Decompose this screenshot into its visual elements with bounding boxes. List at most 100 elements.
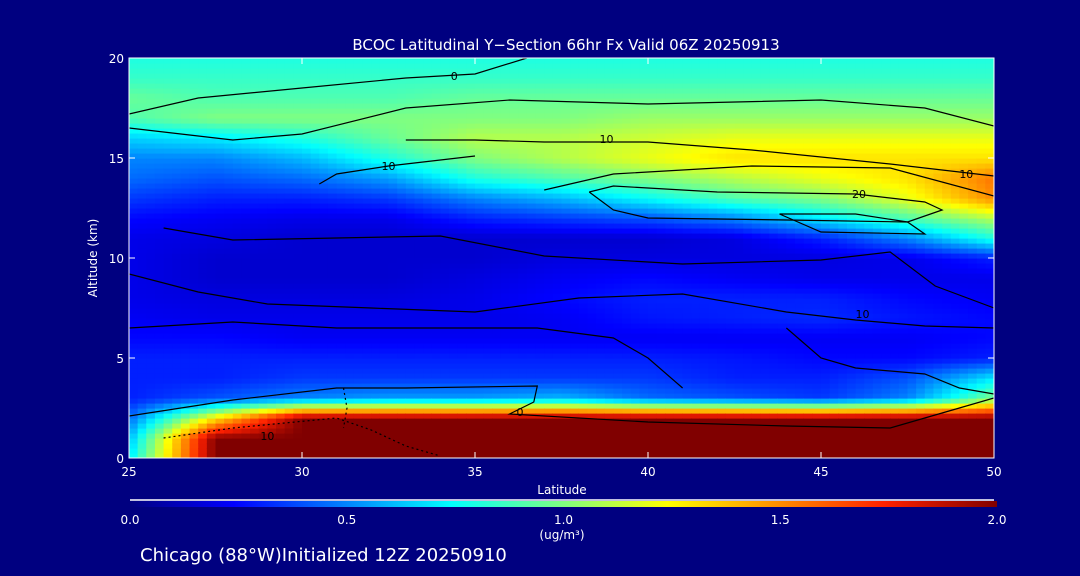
heatmap-cell	[500, 173, 511, 179]
heatmap-cell	[449, 433, 459, 439]
heatmap-cell	[319, 363, 329, 369]
heatmap-cell	[405, 418, 416, 424]
heatmap-cell	[250, 328, 260, 334]
heatmap-cell	[492, 393, 502, 399]
heatmap-cell	[327, 368, 338, 374]
heatmap-cell	[276, 418, 286, 424]
heatmap-cell	[544, 263, 554, 269]
heatmap-cell	[215, 248, 225, 254]
heatmap-cell	[397, 78, 407, 84]
heatmap-cell	[604, 443, 614, 449]
heatmap-cell	[353, 203, 364, 209]
heatmap-cell	[353, 353, 364, 359]
heatmap-cell	[302, 448, 312, 454]
heatmap-cell	[518, 403, 528, 409]
heatmap-cell	[388, 88, 398, 94]
heatmap-cell	[397, 58, 407, 64]
heatmap-cell	[319, 338, 329, 344]
heatmap-cell	[163, 423, 173, 429]
heatmap-cell	[414, 293, 424, 299]
heatmap-cell	[336, 143, 346, 149]
heatmap-cell	[405, 363, 416, 369]
heatmap-cell	[310, 423, 320, 429]
heatmap-cell	[397, 158, 407, 164]
heatmap-cell	[665, 413, 675, 419]
heatmap-cell	[596, 173, 606, 179]
heatmap-cell	[154, 168, 165, 174]
heatmap-cell	[414, 238, 424, 244]
heatmap-cell	[561, 318, 571, 324]
heatmap-cell	[172, 288, 182, 294]
heatmap-cell	[587, 168, 597, 174]
heatmap-cell	[362, 413, 372, 419]
heatmap-cell	[535, 233, 545, 239]
heatmap-cell	[362, 163, 372, 169]
heatmap-cell	[241, 258, 251, 264]
heatmap-cell	[405, 448, 416, 454]
heatmap-cell	[137, 378, 147, 384]
heatmap-cell	[431, 418, 441, 424]
heatmap-cell	[431, 83, 441, 89]
heatmap-cell	[656, 153, 666, 159]
heatmap-cell	[475, 428, 485, 434]
heatmap-cell	[319, 183, 329, 189]
heatmap-cell	[570, 233, 580, 239]
heatmap-cell	[250, 358, 260, 364]
heatmap-cell	[466, 363, 476, 369]
heatmap-cell	[336, 438, 346, 444]
heatmap-cell	[327, 278, 338, 284]
heatmap-cell	[475, 378, 485, 384]
heatmap-cell	[379, 308, 390, 314]
heatmap-cell	[154, 113, 165, 119]
heatmap-cell	[414, 363, 424, 369]
heatmap-cell	[336, 58, 346, 64]
heatmap-cell	[500, 253, 511, 259]
heatmap-cell	[241, 398, 251, 404]
heatmap-cell	[466, 343, 476, 349]
heatmap-cell	[267, 223, 277, 229]
heatmap-cell	[189, 428, 199, 434]
heatmap-cell	[267, 153, 277, 159]
heatmap-cell	[639, 318, 649, 324]
heatmap-cell	[466, 233, 476, 239]
heatmap-cell	[284, 108, 294, 114]
heatmap-cell	[509, 213, 519, 219]
heatmap-cell	[518, 328, 528, 334]
heatmap-cell	[137, 238, 147, 244]
heatmap-cell	[189, 453, 199, 458]
heatmap-cell	[596, 133, 606, 139]
heatmap-cell	[353, 413, 364, 419]
heatmap-cell	[250, 228, 260, 234]
heatmap-cell	[189, 118, 199, 124]
heatmap-cell	[561, 238, 571, 244]
heatmap-cell	[397, 268, 407, 274]
heatmap-cell	[379, 238, 390, 244]
heatmap-cell	[232, 213, 243, 219]
heatmap-cell	[414, 273, 424, 279]
heatmap-cell	[630, 218, 640, 224]
heatmap-cell	[639, 288, 649, 294]
heatmap-cell	[622, 333, 632, 339]
heatmap-cell	[180, 103, 191, 109]
heatmap-cell	[232, 443, 243, 449]
heatmap-cell	[414, 378, 424, 384]
heatmap-cell	[561, 218, 571, 224]
heatmap-cell	[276, 143, 286, 149]
heatmap-cell	[362, 338, 372, 344]
heatmap-cell	[440, 438, 450, 444]
heatmap-cell	[302, 213, 312, 219]
heatmap-cell	[388, 248, 398, 254]
heatmap-cell	[449, 138, 459, 144]
heatmap-cell	[457, 368, 467, 374]
heatmap-cell	[578, 328, 589, 334]
heatmap-cell	[656, 223, 666, 229]
heatmap-cell	[284, 218, 294, 224]
heatmap-cell	[535, 388, 545, 394]
heatmap-cell	[622, 108, 632, 114]
heatmap-cell	[587, 358, 597, 364]
heatmap-cell	[198, 313, 208, 319]
heatmap-cell	[648, 263, 658, 269]
heatmap-cell	[552, 308, 563, 314]
heatmap-cell	[250, 388, 260, 394]
heatmap-cell	[353, 298, 364, 304]
